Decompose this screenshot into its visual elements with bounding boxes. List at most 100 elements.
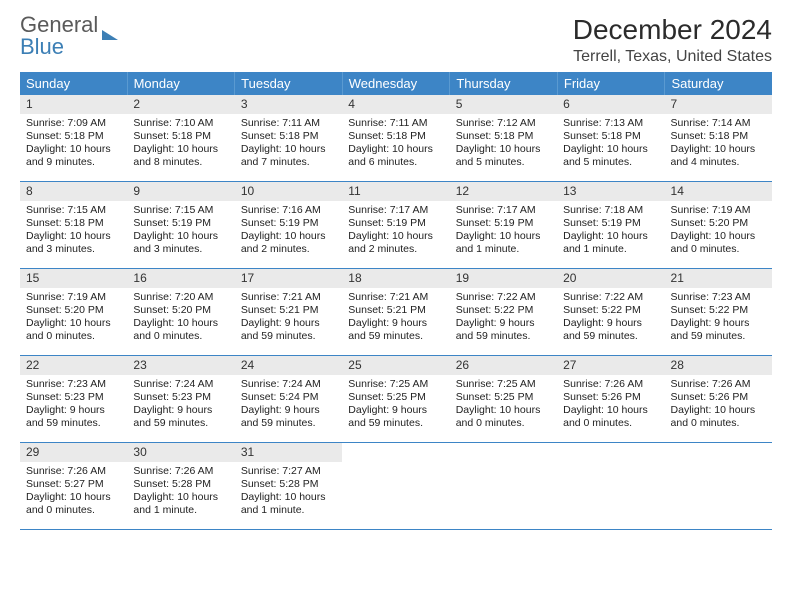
sunrise-line: Sunrise: 7:15 AM	[26, 204, 121, 217]
weekday-header: Tuesday	[235, 72, 343, 95]
sunrise-line: Sunrise: 7:26 AM	[563, 378, 658, 391]
day-body: Sunrise: 7:19 AMSunset: 5:20 PMDaylight:…	[665, 201, 772, 261]
daylight-line: Daylight: 10 hours and 8 minutes.	[133, 143, 228, 169]
logo-sail-icon	[102, 30, 118, 40]
sunrise-line: Sunrise: 7:17 AM	[348, 204, 443, 217]
sunrise-line: Sunrise: 7:10 AM	[133, 117, 228, 130]
day-cell: 14Sunrise: 7:19 AMSunset: 5:20 PMDayligh…	[665, 182, 772, 268]
day-cell: 30Sunrise: 7:26 AMSunset: 5:28 PMDayligh…	[127, 443, 234, 529]
daylight-line: Daylight: 10 hours and 1 minute.	[456, 230, 551, 256]
sunset-line: Sunset: 5:18 PM	[26, 130, 121, 143]
day-body: Sunrise: 7:26 AMSunset: 5:27 PMDaylight:…	[20, 462, 127, 522]
day-body: Sunrise: 7:26 AMSunset: 5:28 PMDaylight:…	[127, 462, 234, 522]
day-cell: 12Sunrise: 7:17 AMSunset: 5:19 PMDayligh…	[450, 182, 557, 268]
day-number: 24	[235, 356, 342, 375]
day-number: 14	[665, 182, 772, 201]
day-body: Sunrise: 7:26 AMSunset: 5:26 PMDaylight:…	[665, 375, 772, 435]
day-body: Sunrise: 7:24 AMSunset: 5:23 PMDaylight:…	[127, 375, 234, 435]
daylight-line: Daylight: 10 hours and 1 minute.	[133, 491, 228, 517]
day-number: 11	[342, 182, 449, 201]
day-cell: 18Sunrise: 7:21 AMSunset: 5:21 PMDayligh…	[342, 269, 449, 355]
day-cell	[450, 443, 557, 529]
day-cell: 29Sunrise: 7:26 AMSunset: 5:27 PMDayligh…	[20, 443, 127, 529]
day-cell: 13Sunrise: 7:18 AMSunset: 5:19 PMDayligh…	[557, 182, 664, 268]
sunrise-line: Sunrise: 7:14 AM	[671, 117, 766, 130]
day-body: Sunrise: 7:23 AMSunset: 5:23 PMDaylight:…	[20, 375, 127, 435]
day-number: 1	[20, 95, 127, 114]
day-body: Sunrise: 7:12 AMSunset: 5:18 PMDaylight:…	[450, 114, 557, 174]
daylight-line: Daylight: 10 hours and 0 minutes.	[26, 491, 121, 517]
day-cell: 19Sunrise: 7:22 AMSunset: 5:22 PMDayligh…	[450, 269, 557, 355]
daylight-line: Daylight: 9 hours and 59 minutes.	[563, 317, 658, 343]
day-body: Sunrise: 7:14 AMSunset: 5:18 PMDaylight:…	[665, 114, 772, 174]
daylight-line: Daylight: 10 hours and 6 minutes.	[348, 143, 443, 169]
sunset-line: Sunset: 5:21 PM	[241, 304, 336, 317]
daylight-line: Daylight: 10 hours and 0 minutes.	[671, 230, 766, 256]
day-number: 2	[127, 95, 234, 114]
sunset-line: Sunset: 5:18 PM	[133, 130, 228, 143]
sunrise-line: Sunrise: 7:25 AM	[348, 378, 443, 391]
sunset-line: Sunset: 5:27 PM	[26, 478, 121, 491]
week-row: 22Sunrise: 7:23 AMSunset: 5:23 PMDayligh…	[20, 356, 772, 443]
day-number: 21	[665, 269, 772, 288]
day-cell: 8Sunrise: 7:15 AMSunset: 5:18 PMDaylight…	[20, 182, 127, 268]
daylight-line: Daylight: 9 hours and 59 minutes.	[348, 404, 443, 430]
daylight-line: Daylight: 9 hours and 59 minutes.	[671, 317, 766, 343]
day-number: 30	[127, 443, 234, 462]
sunset-line: Sunset: 5:24 PM	[241, 391, 336, 404]
sunrise-line: Sunrise: 7:22 AM	[456, 291, 551, 304]
sunrise-line: Sunrise: 7:09 AM	[26, 117, 121, 130]
day-number: 25	[342, 356, 449, 375]
sunset-line: Sunset: 5:20 PM	[26, 304, 121, 317]
weekday-header: Monday	[128, 72, 236, 95]
sunset-line: Sunset: 5:25 PM	[456, 391, 551, 404]
sunrise-line: Sunrise: 7:19 AM	[671, 204, 766, 217]
sunset-line: Sunset: 5:19 PM	[563, 217, 658, 230]
day-number: 15	[20, 269, 127, 288]
day-body: Sunrise: 7:09 AMSunset: 5:18 PMDaylight:…	[20, 114, 127, 174]
daylight-line: Daylight: 9 hours and 59 minutes.	[26, 404, 121, 430]
sunrise-line: Sunrise: 7:13 AM	[563, 117, 658, 130]
day-body: Sunrise: 7:25 AMSunset: 5:25 PMDaylight:…	[450, 375, 557, 435]
day-cell	[557, 443, 664, 529]
sunset-line: Sunset: 5:21 PM	[348, 304, 443, 317]
sunrise-line: Sunrise: 7:24 AM	[241, 378, 336, 391]
sunrise-line: Sunrise: 7:25 AM	[456, 378, 551, 391]
daylight-line: Daylight: 10 hours and 3 minutes.	[133, 230, 228, 256]
day-cell: 3Sunrise: 7:11 AMSunset: 5:18 PMDaylight…	[235, 95, 342, 181]
day-cell: 1Sunrise: 7:09 AMSunset: 5:18 PMDaylight…	[20, 95, 127, 181]
daylight-line: Daylight: 9 hours and 59 minutes.	[133, 404, 228, 430]
sunrise-line: Sunrise: 7:20 AM	[133, 291, 228, 304]
sunset-line: Sunset: 5:22 PM	[456, 304, 551, 317]
daylight-line: Daylight: 10 hours and 0 minutes.	[456, 404, 551, 430]
day-body: Sunrise: 7:25 AMSunset: 5:25 PMDaylight:…	[342, 375, 449, 435]
sunrise-line: Sunrise: 7:24 AM	[133, 378, 228, 391]
day-body: Sunrise: 7:21 AMSunset: 5:21 PMDaylight:…	[235, 288, 342, 348]
week-row: 29Sunrise: 7:26 AMSunset: 5:27 PMDayligh…	[20, 443, 772, 530]
day-number: 26	[450, 356, 557, 375]
sunset-line: Sunset: 5:23 PM	[26, 391, 121, 404]
weekday-header: Friday	[558, 72, 666, 95]
daylight-line: Daylight: 10 hours and 0 minutes.	[671, 404, 766, 430]
daylight-line: Daylight: 10 hours and 9 minutes.	[26, 143, 121, 169]
day-cell: 28Sunrise: 7:26 AMSunset: 5:26 PMDayligh…	[665, 356, 772, 442]
day-body: Sunrise: 7:22 AMSunset: 5:22 PMDaylight:…	[557, 288, 664, 348]
day-body: Sunrise: 7:11 AMSunset: 5:18 PMDaylight:…	[342, 114, 449, 174]
sunrise-line: Sunrise: 7:21 AM	[348, 291, 443, 304]
daylight-line: Daylight: 10 hours and 1 minute.	[241, 491, 336, 517]
sunset-line: Sunset: 5:22 PM	[563, 304, 658, 317]
calendar: SundayMondayTuesdayWednesdayThursdayFrid…	[20, 72, 772, 530]
day-cell: 26Sunrise: 7:25 AMSunset: 5:25 PMDayligh…	[450, 356, 557, 442]
day-body: Sunrise: 7:18 AMSunset: 5:19 PMDaylight:…	[557, 201, 664, 261]
day-body: Sunrise: 7:11 AMSunset: 5:18 PMDaylight:…	[235, 114, 342, 174]
sunset-line: Sunset: 5:18 PM	[26, 217, 121, 230]
sunrise-line: Sunrise: 7:26 AM	[671, 378, 766, 391]
weekday-header-row: SundayMondayTuesdayWednesdayThursdayFrid…	[20, 72, 772, 95]
week-row: 8Sunrise: 7:15 AMSunset: 5:18 PMDaylight…	[20, 182, 772, 269]
sunrise-line: Sunrise: 7:23 AM	[671, 291, 766, 304]
day-number: 17	[235, 269, 342, 288]
sunset-line: Sunset: 5:28 PM	[133, 478, 228, 491]
day-number: 9	[127, 182, 234, 201]
sunrise-line: Sunrise: 7:15 AM	[133, 204, 228, 217]
day-cell: 6Sunrise: 7:13 AMSunset: 5:18 PMDaylight…	[557, 95, 664, 181]
